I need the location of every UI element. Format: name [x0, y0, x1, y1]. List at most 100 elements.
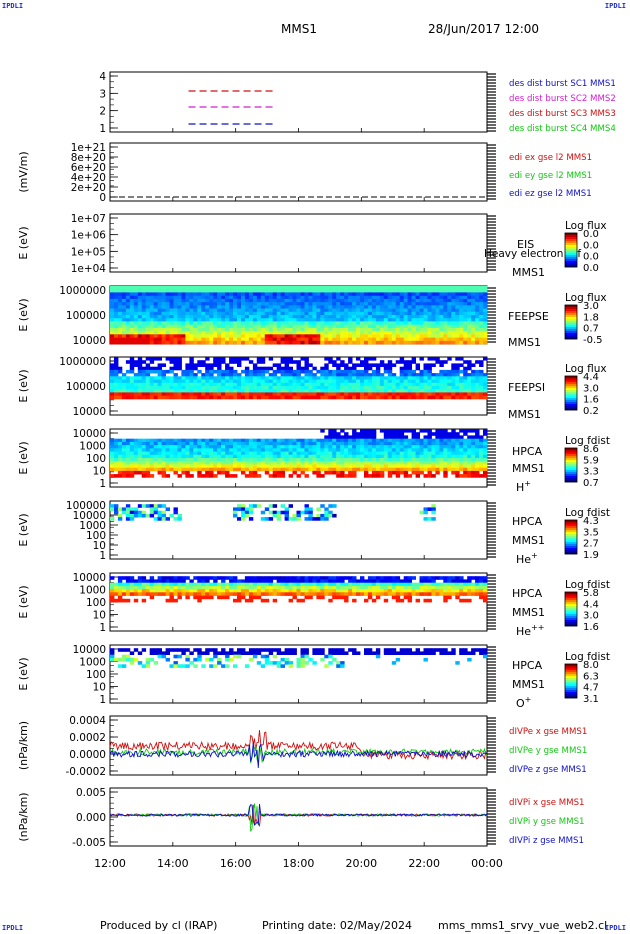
spectrogram-cell	[256, 576, 262, 580]
spectrogram-cell	[300, 592, 305, 596]
spectrogram-cell	[272, 373, 278, 377]
spectrogram-cell	[403, 366, 409, 371]
spectrogram-cell	[463, 454, 468, 459]
spectrogram-cell	[189, 337, 194, 342]
spectrogram-cell	[193, 595, 198, 600]
spectrogram-cell	[328, 340, 333, 345]
spectrogram-cell	[296, 438, 301, 443]
spectrogram-cell	[252, 445, 258, 449]
spectrogram-cell	[336, 582, 341, 587]
spectrogram-cell	[423, 454, 428, 459]
spectrogram-cell	[288, 357, 293, 361]
spectrogram-cell	[383, 327, 389, 332]
spectrogram-cell	[129, 464, 135, 468]
spectrogram-cell	[443, 295, 448, 300]
spectrogram-cell	[256, 592, 262, 596]
colorbar-cell	[565, 472, 577, 475]
spectrogram-cell	[407, 305, 412, 309]
y-tick-label: 100000	[66, 500, 106, 512]
spectrogram-cell	[276, 295, 282, 300]
spectrogram-cell	[237, 379, 242, 384]
spectrogram-cell	[161, 576, 166, 580]
spectrogram-cell	[241, 327, 246, 332]
spectrogram-cell	[252, 461, 258, 465]
spectrogram-cell	[141, 467, 147, 472]
spectrogram-cell	[161, 289, 166, 293]
spectrogram-cell	[209, 576, 214, 580]
spectrogram-cell	[264, 337, 270, 342]
spectrogram-cell	[407, 315, 412, 319]
spectrogram-cell	[229, 315, 234, 319]
spectrogram-cell	[256, 327, 262, 332]
spectrogram-cell	[367, 448, 373, 452]
spectrogram-cell	[356, 438, 361, 443]
spectrogram-cell	[364, 337, 369, 342]
spectrogram-cell	[129, 286, 135, 290]
spectrogram-cell	[241, 318, 246, 322]
spectrogram-cell	[280, 438, 285, 443]
spectrogram-cell	[237, 327, 242, 332]
spectrogram-cell	[387, 429, 393, 433]
spectrogram-cell	[209, 454, 214, 459]
spectrogram-cell	[284, 376, 289, 380]
spectrogram-cell	[471, 389, 476, 393]
spectrogram-cell	[427, 458, 432, 462]
spectrogram-cell	[229, 331, 234, 335]
spectrogram-cell	[471, 461, 476, 465]
spectrogram-cell	[387, 337, 393, 342]
spectrogram-cell	[344, 461, 349, 465]
spectrogram-cell	[328, 467, 333, 472]
spectrogram-cell	[177, 448, 182, 452]
spectrogram-cell	[225, 295, 230, 300]
colorbar-cell	[565, 524, 577, 527]
spectrogram-cell	[157, 302, 162, 306]
spectrogram-cell	[471, 382, 476, 387]
spectrogram-cell	[129, 324, 135, 329]
spectrogram-cell	[233, 318, 238, 322]
spectrogram-cell	[415, 318, 420, 322]
spectrogram-cell	[403, 302, 409, 306]
instrument-label: MMS1	[512, 266, 545, 279]
spectrogram-cell	[276, 311, 282, 316]
spectrogram-cell	[431, 461, 436, 465]
spectrogram-cell	[336, 579, 341, 583]
spectrogram-cell	[383, 461, 389, 465]
spectrogram-cell	[459, 318, 464, 322]
spectrogram-cell	[288, 334, 293, 338]
spectrogram-cell	[121, 376, 127, 380]
spectrogram-cell	[352, 286, 357, 290]
spectrogram-cell	[300, 451, 305, 456]
spectrogram-cell	[137, 331, 143, 335]
spectrogram-cell	[296, 311, 301, 316]
spectrogram-cell	[435, 340, 440, 345]
spectrogram-cell	[328, 386, 333, 390]
spectrogram-cell	[403, 340, 409, 345]
spectrogram-cell	[137, 386, 143, 390]
spectrogram-cell	[288, 454, 293, 459]
spectrogram-cell	[237, 315, 242, 319]
corner-tag-bottom-left: IPDLI	[2, 924, 24, 932]
spectrogram-cell	[241, 438, 246, 443]
spectrogram-cell	[229, 292, 234, 296]
spectrogram-cell	[177, 298, 182, 303]
spectrogram-cell	[248, 395, 254, 400]
spectrogram-cell	[276, 302, 282, 306]
spectrogram-cell	[340, 454, 345, 459]
spectrogram-cell	[129, 327, 135, 332]
colorbar-cell	[565, 390, 577, 393]
spectrogram-cell	[129, 386, 135, 390]
spectrogram-cell	[244, 337, 250, 342]
spectrogram-cell	[328, 582, 333, 587]
spectrogram-cell	[463, 382, 468, 387]
spectrogram-cell	[356, 395, 361, 400]
spectrogram-cell	[110, 382, 115, 387]
spectrogram-cell	[169, 585, 174, 590]
spectrogram-cell	[260, 308, 266, 313]
colorbar-cell	[565, 321, 577, 324]
spectrogram-cell	[145, 386, 151, 390]
spectrogram-cell	[304, 454, 309, 459]
spectrogram-cell	[348, 458, 353, 462]
y-tick-label: 10	[93, 610, 106, 622]
spectrogram-cell	[133, 308, 139, 313]
spectrogram-cell	[288, 389, 293, 393]
